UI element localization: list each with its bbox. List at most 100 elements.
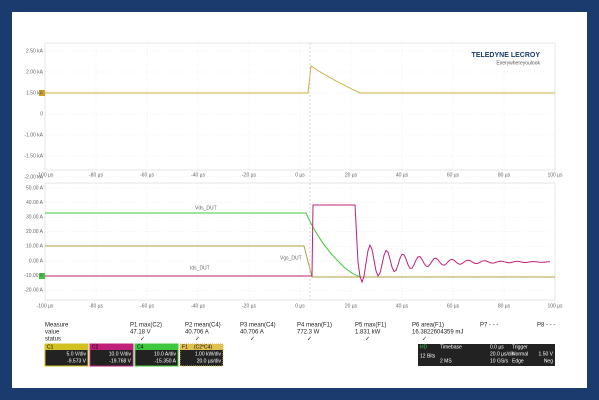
- channel-name: C2: [92, 344, 99, 350]
- channel-source: (C2*C4): [194, 344, 212, 350]
- status-mode: Normal: [512, 351, 528, 357]
- y-label: -20.00 A: [24, 288, 43, 294]
- x-label: -60 µs: [140, 172, 154, 178]
- y-label: 2.00 kA: [26, 69, 44, 75]
- channel-tab: [45, 344, 88, 350]
- y-label: 0.00 A: [29, 258, 44, 264]
- check: ✓: [195, 337, 200, 343]
- vgs-trace: [45, 245, 555, 278]
- y-label: 20.00 A: [26, 229, 44, 235]
- x-label: 40 µs: [396, 303, 409, 309]
- measure-header: P2 mean(C4): [185, 323, 221, 329]
- channel-tab: [180, 344, 223, 350]
- channel-offset: 20.0 µs/div: [197, 358, 222, 364]
- x-label: 60 µs: [447, 303, 460, 309]
- channel-name: C1: [47, 344, 54, 350]
- status-level: 1.50 V: [539, 351, 554, 357]
- status-bits: 12 Bits: [420, 353, 436, 359]
- y-label: 10.00 A: [26, 244, 44, 250]
- x-label: -40 µs: [191, 172, 205, 178]
- channel-offset: -19.768 V: [109, 358, 131, 364]
- channel-name: C4: [137, 344, 144, 350]
- check: ✓: [250, 337, 255, 343]
- vds-trace: [45, 212, 555, 278]
- logo-tagline: Everywhereyoulook: [496, 60, 540, 66]
- x-label: 60 µs: [447, 172, 460, 178]
- check: ✓: [307, 337, 312, 343]
- measure-header: P7 - - -: [480, 323, 498, 329]
- status-box: [418, 344, 555, 366]
- trace-label: Vgs_DUT: [280, 255, 302, 261]
- channel-scale: 1.00 kW/div: [195, 351, 222, 357]
- x-label: -20 µs: [242, 303, 256, 309]
- measure-header: P3 mean(C4): [240, 323, 276, 329]
- x-label: 80 µs: [498, 303, 511, 309]
- channel-tab: [135, 344, 178, 350]
- x-label: -80 µs: [89, 172, 103, 178]
- status-rate: 10 GS/s: [490, 358, 509, 364]
- status-trigger: Trigger: [512, 344, 528, 350]
- y-label: -1.00 kA: [24, 132, 43, 138]
- y-label: 50.00 A: [26, 185, 44, 191]
- x-label: 80 µs: [498, 172, 511, 178]
- measure-value: 772.3 W: [297, 330, 320, 336]
- x-label: 100 µs: [547, 303, 563, 309]
- check: ✓: [140, 337, 145, 343]
- status-type: Edge: [512, 358, 524, 364]
- y-label: -1.50 kA: [24, 153, 43, 159]
- measure-header: P8 - - -: [537, 323, 555, 329]
- channel-name: F1: [182, 344, 188, 350]
- status-samples: 2 MS: [440, 358, 452, 364]
- channel-scale: 10.0 A/div: [154, 351, 176, 357]
- status-hd: HD: [420, 344, 428, 350]
- c1-marker: [39, 90, 45, 96]
- x-label: 0 µs: [295, 172, 305, 178]
- x-label: -40 µs: [191, 303, 205, 309]
- x-label: 20 µs: [345, 303, 358, 309]
- x-label: -20 µs: [242, 172, 256, 178]
- measure-header: P4 mean(F1): [297, 323, 332, 329]
- check: ✓: [365, 337, 370, 343]
- measure-header: P6 area(F1): [412, 323, 444, 329]
- measure-status: status: [45, 337, 61, 343]
- trace-label: Ids_DUT: [190, 265, 210, 271]
- measure-value: 40.706 A: [185, 330, 209, 336]
- y-label: -2.00 kA: [24, 174, 43, 180]
- trace-label: Vds_DUT: [195, 205, 217, 211]
- measure-header: P5 max(F1): [355, 323, 386, 329]
- channel-offset: -9.573 V: [67, 358, 87, 364]
- measure-value: value: [45, 330, 60, 336]
- y-label: 40.00 A: [26, 200, 44, 206]
- channel-scale: 10.0 V/div: [109, 351, 132, 357]
- y-label: -10.00 A: [24, 273, 43, 279]
- measure-value: 1.831 kW: [355, 330, 381, 336]
- status-timebase: Timebase: [440, 344, 462, 350]
- c4-marker: [39, 273, 45, 279]
- x-label: 100 µs: [547, 172, 563, 178]
- measure-header: P1 max(C2): [130, 323, 162, 329]
- x-label: 0 µs: [295, 303, 305, 309]
- status-delay: 0.0 µs: [490, 344, 504, 350]
- y-label: 1.50 kA: [26, 90, 44, 96]
- y-label: 0: [40, 111, 43, 117]
- x-label: -80 µs: [89, 303, 103, 309]
- logo: TELEDYNE LECROY: [472, 52, 541, 59]
- measure-value: 40.706 A: [240, 330, 264, 336]
- status-slope: Neg: [544, 358, 553, 364]
- y-label: 30.00 A: [26, 215, 44, 221]
- measure-value: 16.3822604359 mJ: [412, 330, 463, 336]
- channel-tab: [90, 344, 133, 350]
- upper-trace: [45, 65, 555, 94]
- status-tdiv: 20.0 µs/div: [490, 351, 515, 357]
- ids-trace: [45, 204, 551, 284]
- y-label: 2.50 kA: [26, 48, 44, 54]
- x-label: 20 µs: [345, 172, 358, 178]
- x-label: 40 µs: [396, 172, 409, 178]
- check: ✓: [422, 337, 427, 343]
- measure-value: 47.18 V: [130, 330, 151, 336]
- channel-scale: 5.0 V/div: [67, 351, 87, 357]
- x-label: -60 µs: [140, 303, 154, 309]
- measure-header: Measure: [45, 323, 69, 329]
- channel-offset: -15.350 A: [155, 358, 177, 364]
